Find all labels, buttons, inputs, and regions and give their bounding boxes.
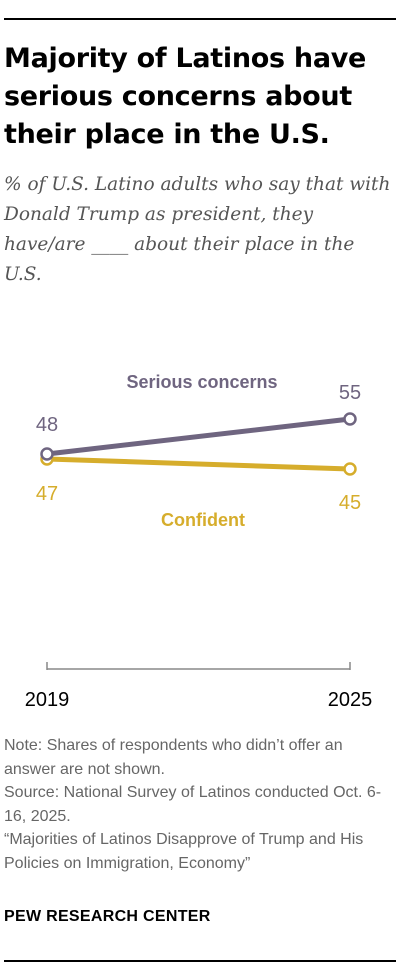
x-tick-label: 2025 [328, 689, 373, 711]
line-chart: 2019 2025 48 55 47 45 Serious concerns Confiden… [0, 350, 400, 730]
data-label: 48 [36, 414, 58, 436]
data-label: 47 [36, 483, 58, 505]
chart-notes: Note: Shares of respondents who didn’t o… [4, 734, 396, 875]
series-line [44, 456, 353, 472]
x-tick-label: 2019 [25, 689, 70, 711]
chart-svg: 2019 2025 48 55 47 45 Serious concerns Confiden… [25, 372, 373, 711]
series-label: Confident [161, 510, 245, 530]
data-point [343, 412, 357, 426]
pew-logo-text: PEW RESEARCH CENTER [4, 908, 211, 925]
bottom-rule [4, 960, 396, 962]
chart-subtitle: % of U.S. Latino adults who say that wit… [4, 174, 391, 285]
data-label: 45 [339, 492, 361, 514]
series-label: Serious concerns [126, 372, 277, 392]
note-text: Note: Shares of respondents who didn’t o… [4, 737, 343, 778]
source-text: Source: National Survey of Latinos condu… [4, 784, 382, 825]
top-rule [4, 18, 396, 20]
chart-title: Majority of Latinos have serious concern… [4, 43, 367, 150]
series-line [44, 416, 353, 457]
report-title: “Majorities of Latinos Disapprove of Tru… [4, 831, 364, 872]
data-point [40, 447, 54, 461]
data-point [343, 462, 357, 476]
data-label: 55 [339, 382, 361, 404]
